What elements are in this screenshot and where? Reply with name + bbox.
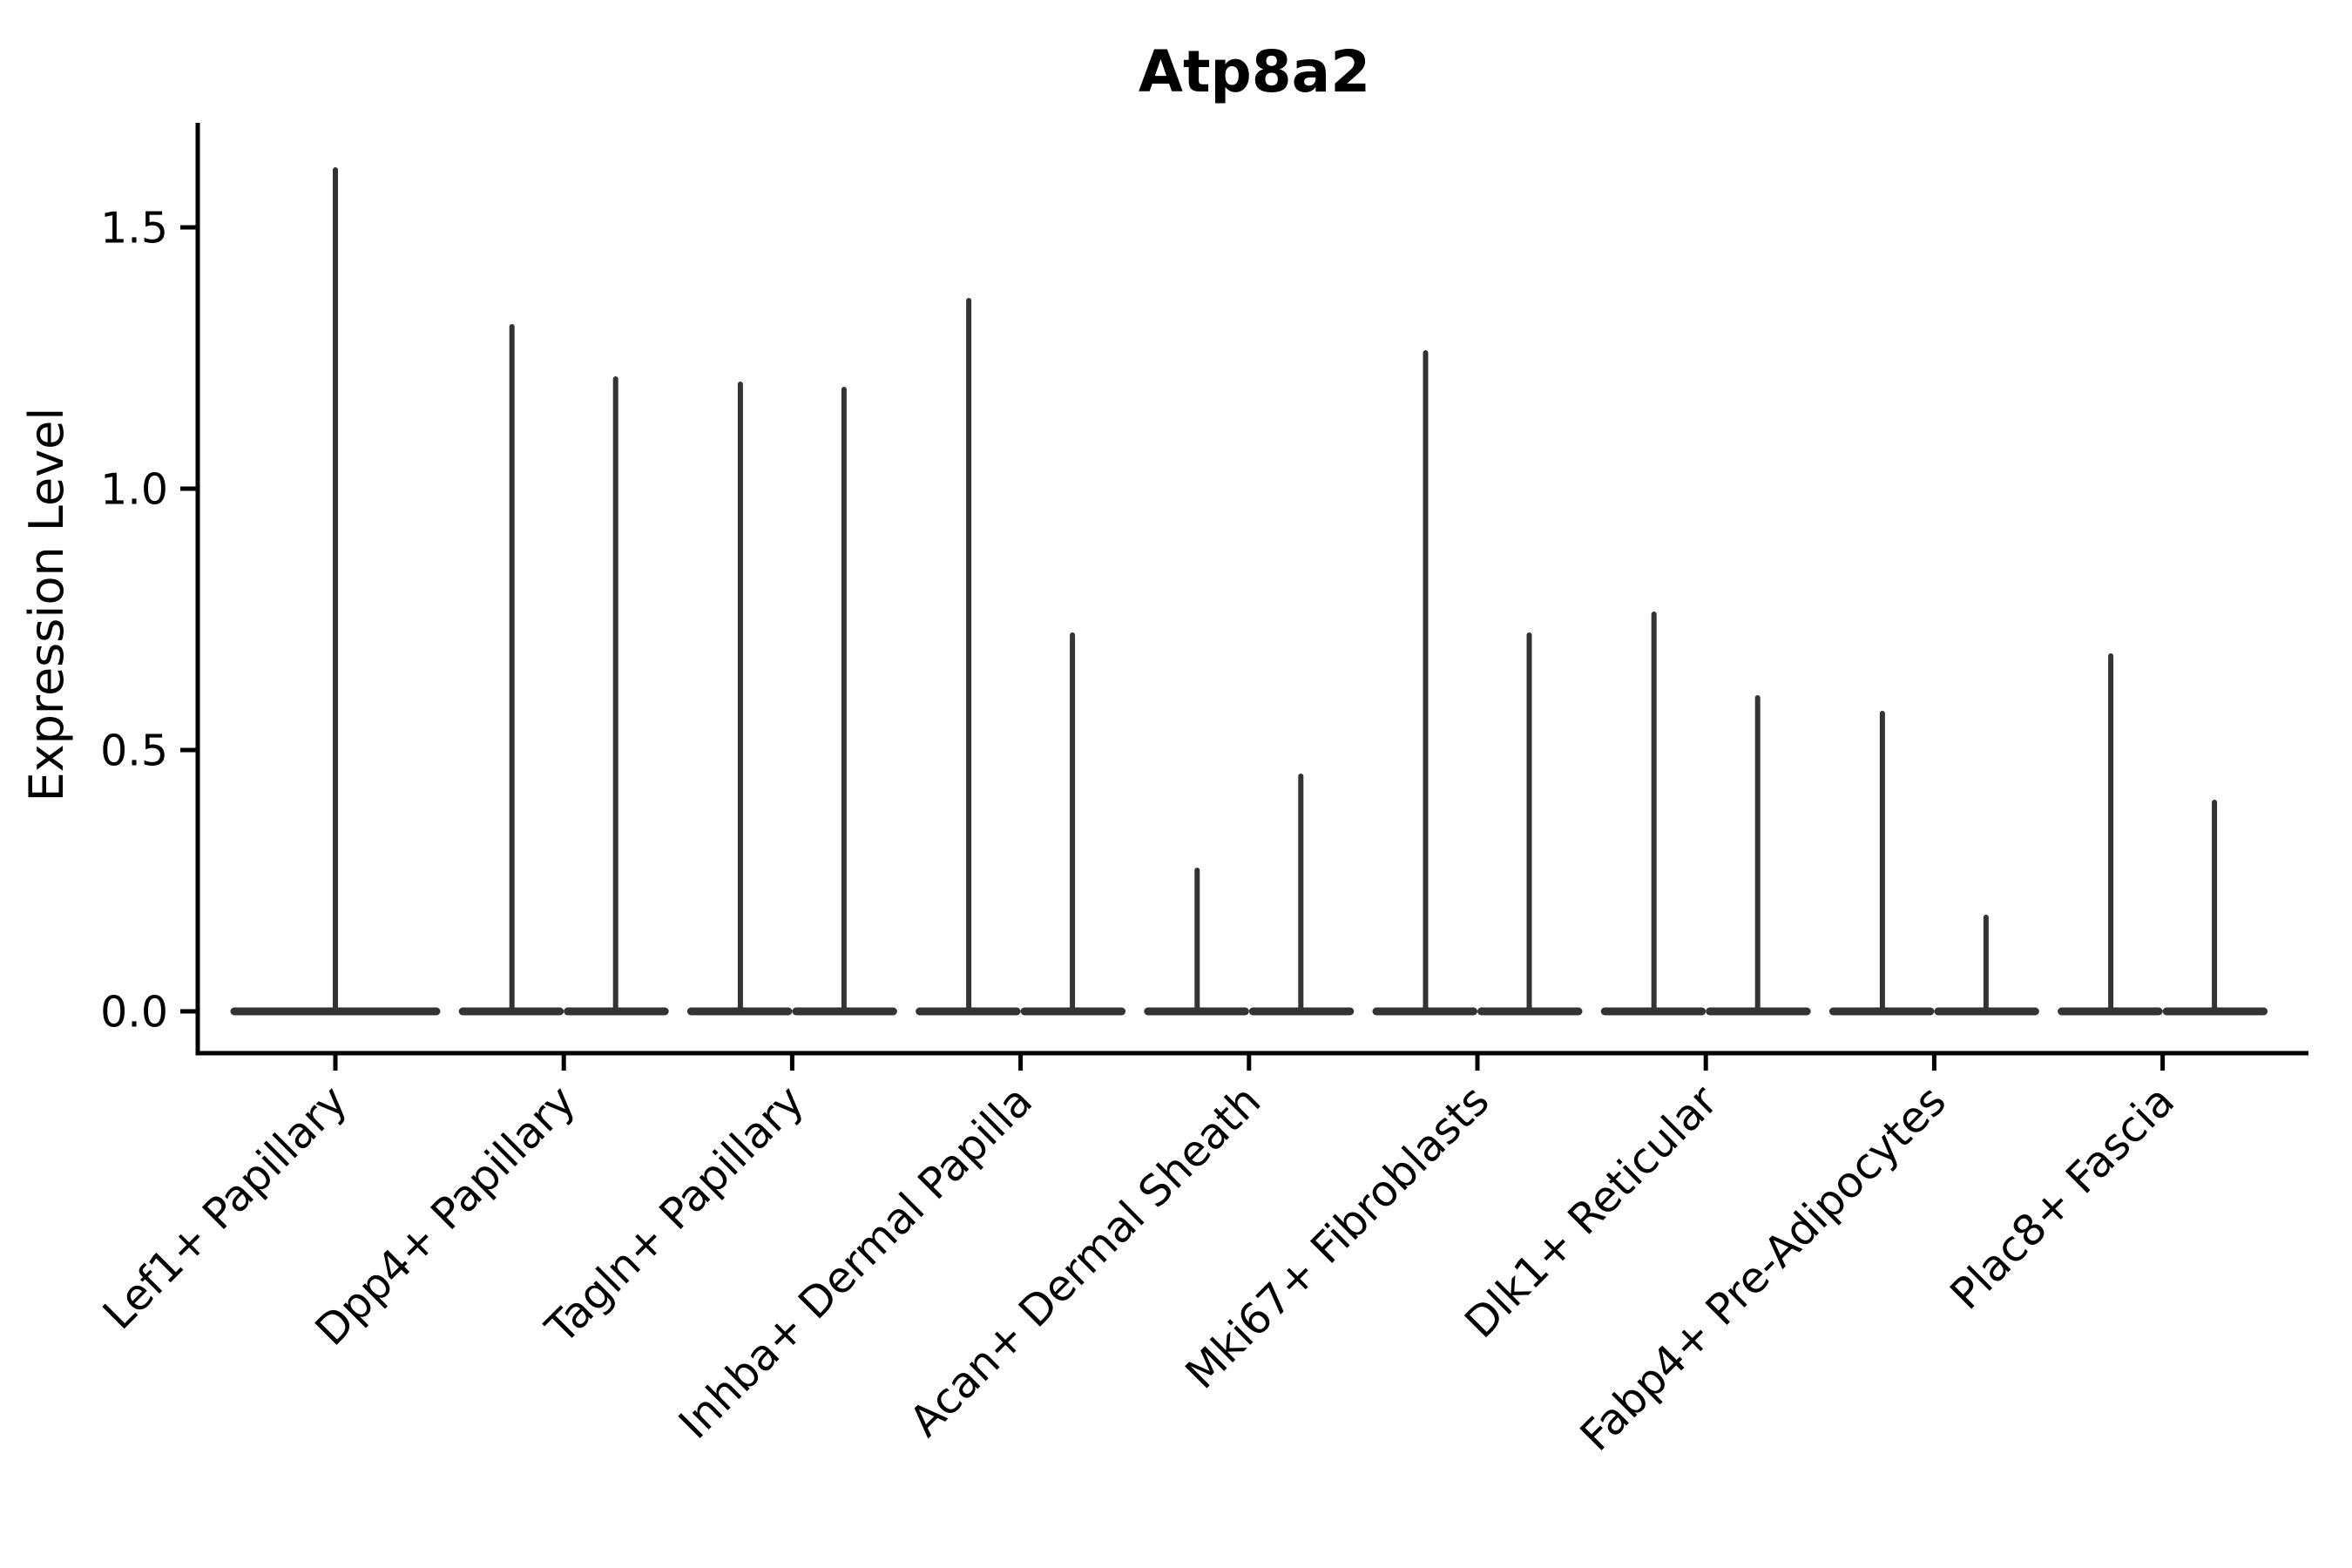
x-category-label: Plac8+ Fascia	[1941, 1076, 2184, 1319]
x-category-label: Lef1+ Papillary	[93, 1076, 356, 1339]
y-tick-label: 1.0	[100, 465, 168, 515]
y-axis-label: Expression Level	[19, 408, 74, 802]
violins-layer	[230, 167, 2268, 1016]
chart-title: Atp8a2	[1139, 38, 1370, 105]
y-tick-label: 0.0	[100, 988, 168, 1037]
y-tick-label: 0.5	[100, 727, 168, 776]
y-tick-label: 1.5	[100, 204, 168, 253]
ticks-layer	[180, 225, 2166, 1071]
x-category-label: Dlk1+ Reticular	[1456, 1076, 1728, 1348]
x-category-label: Fabp4+ Pre-Adipocytes	[1571, 1076, 1956, 1461]
axes-layer	[195, 123, 2308, 1056]
